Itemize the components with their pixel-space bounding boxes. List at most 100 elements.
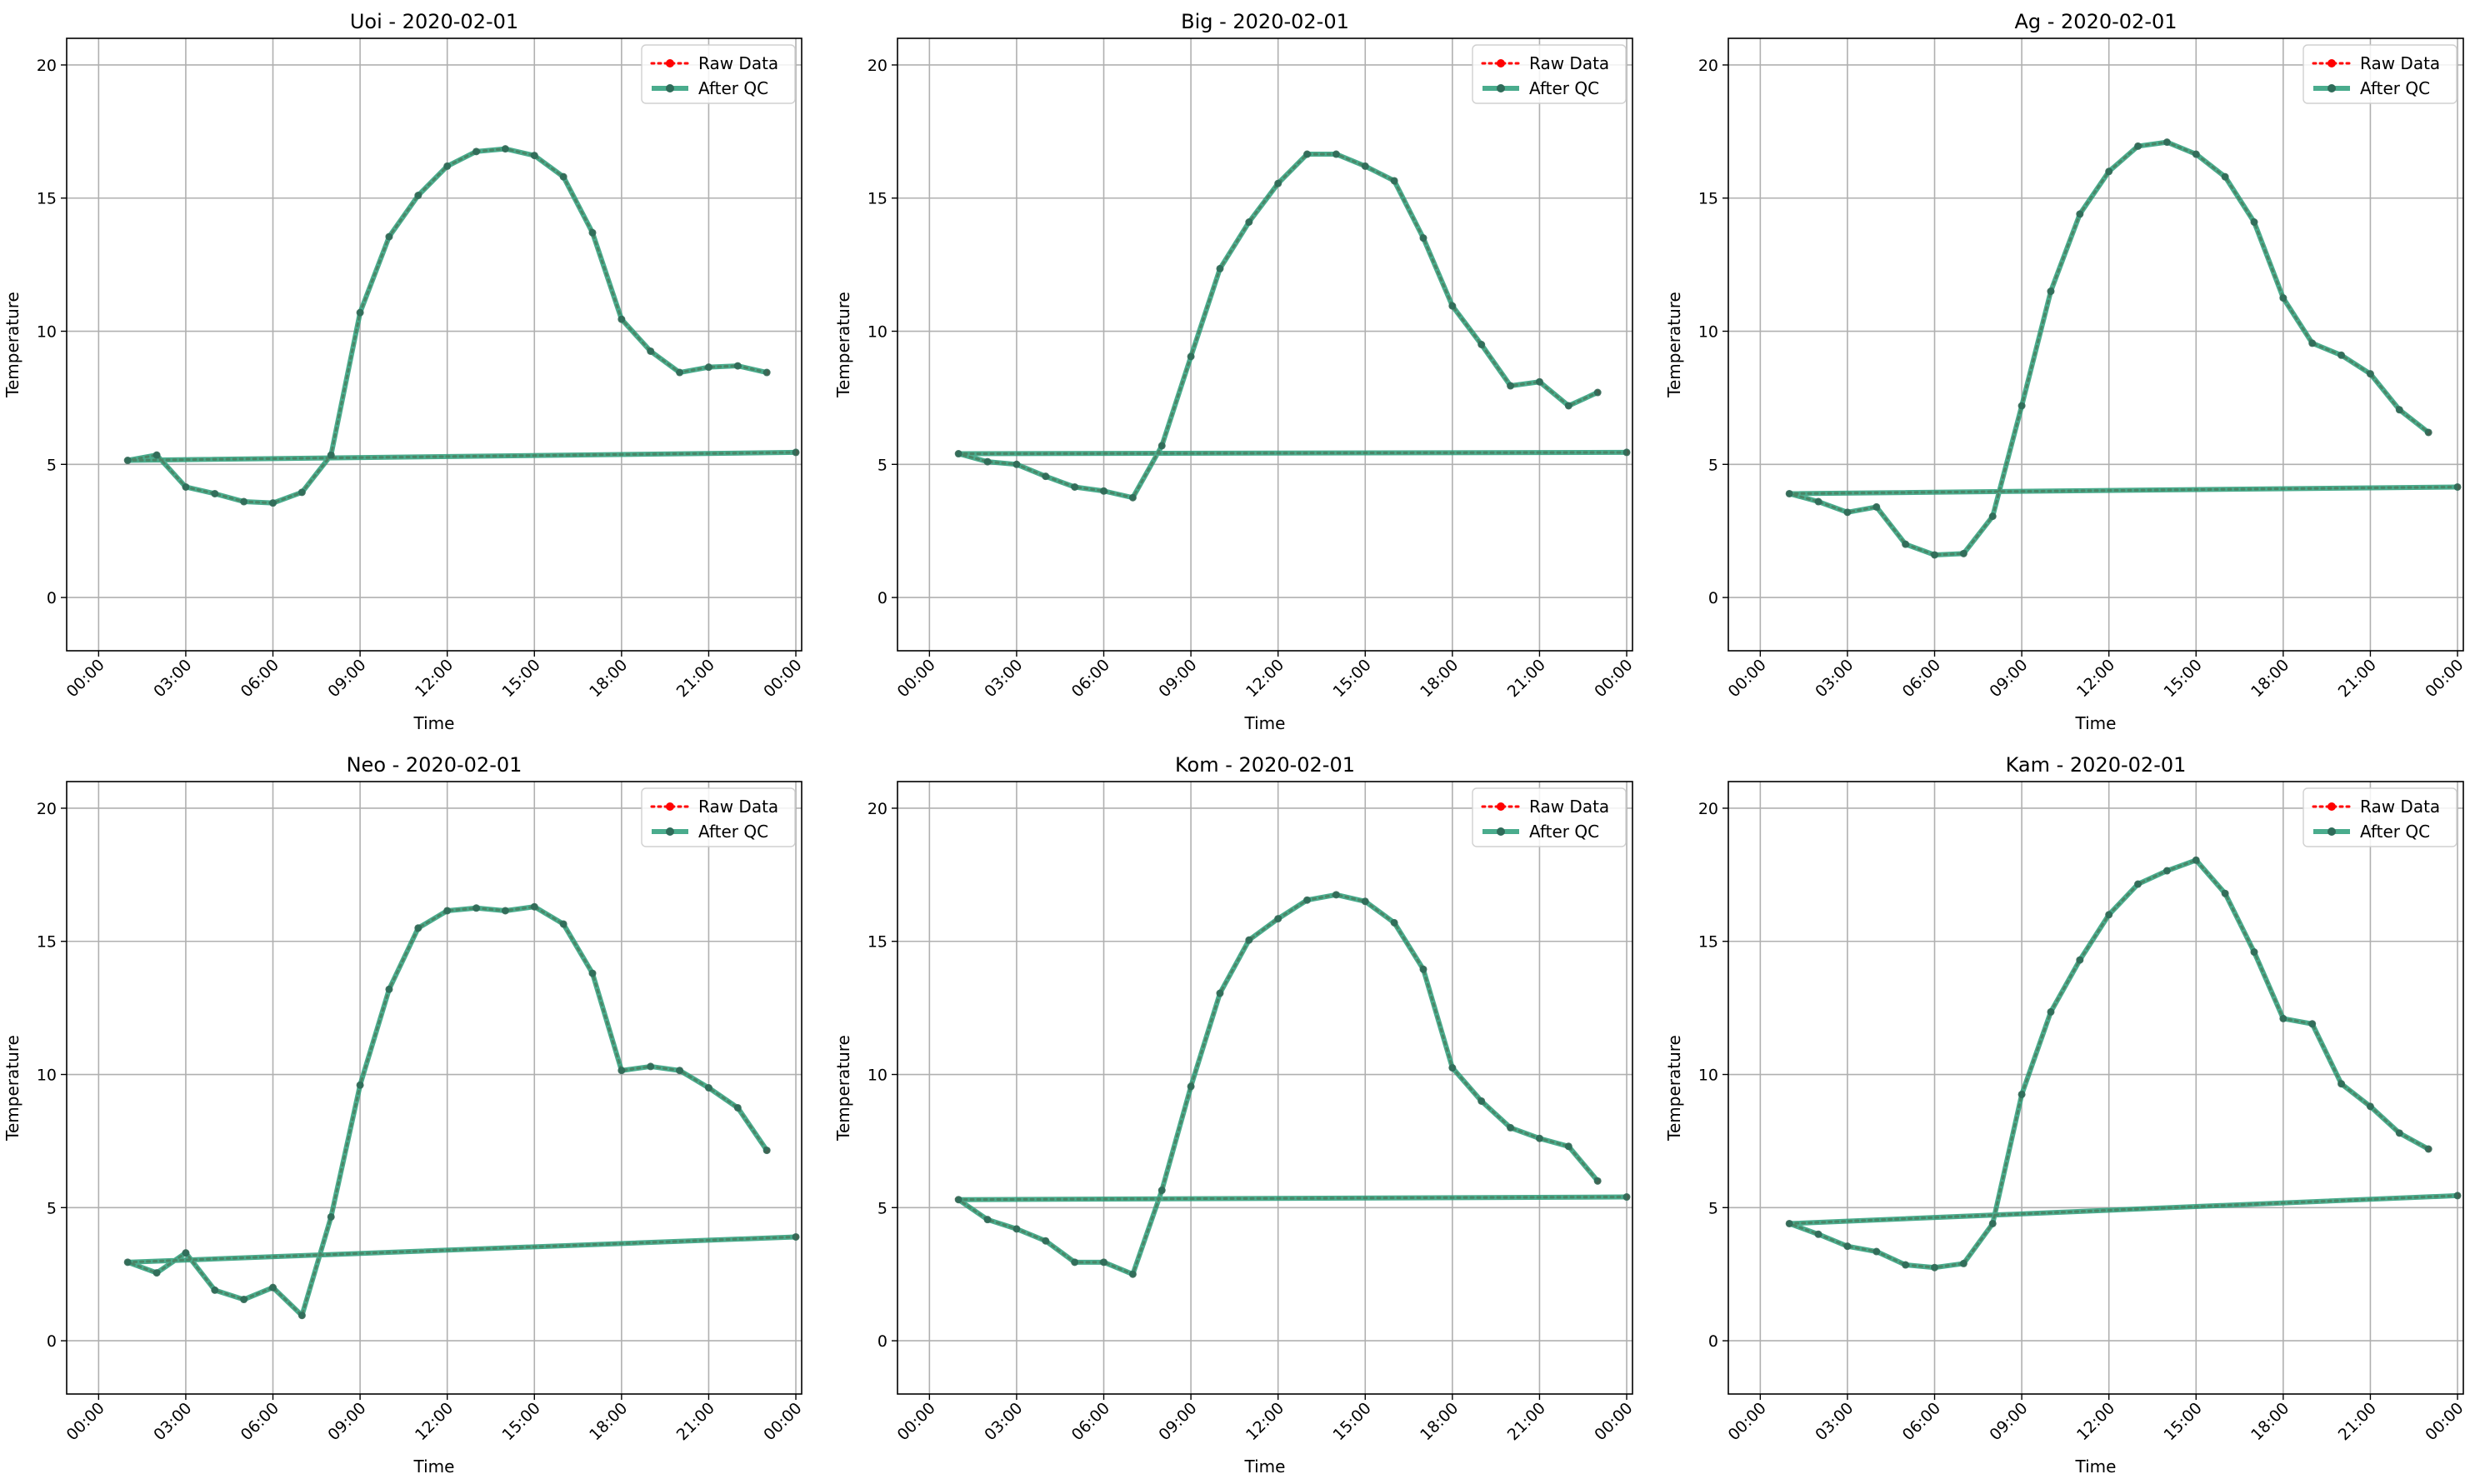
x-tick-label: 15:00 [2161,1399,2206,1444]
y-axis-label: Temperature [1664,1035,1684,1142]
data-point-after-qc [2105,167,2113,176]
axes-frame [1728,781,2464,1395]
x-tick-label: 00:00 [1725,1399,1770,1444]
x-tick-label: 21:00 [673,656,718,701]
x-tick-label: 03:00 [1812,656,1857,701]
data-point-after-qc [1843,1242,1852,1251]
x-tick-label: 00:00 [63,1399,108,1444]
x-tick-label: 00:00 [894,656,939,701]
series-line-after-qc [125,904,797,1318]
x-tick-label: 00:00 [1725,656,1770,701]
legend-marker-after-qc [666,84,674,92]
x-axis-label: Time [1244,1457,1286,1477]
data-point-after-qc [2105,911,2113,919]
series-line-after-qc [956,152,1628,501]
y-tick-label: 20 [37,57,57,75]
x-tick-label: 09:00 [1986,1399,2031,1444]
axes-frame [66,781,802,1395]
data-point-after-qc [123,1258,132,1267]
x-tick-label: 00:00 [760,1399,805,1444]
data-point-after-qc [1448,302,1457,310]
y-tick-label: 10 [868,1067,888,1085]
data-point-after-qc [1902,540,1910,548]
axes-frame [1728,37,2464,652]
legend-label-after-qc: After QC [1529,822,1599,842]
data-point-after-qc [2076,956,2084,964]
x-tick-label: 00:00 [1591,656,1636,701]
x-tick-label: 03:00 [150,1399,195,1444]
data-point-after-qc [559,172,568,181]
y-tick-label: 15 [868,190,888,208]
y-tick-label: 20 [868,57,888,75]
legend: Raw Data After QC [641,44,796,104]
data-point-after-qc [792,1232,800,1241]
y-tick-label: 15 [37,190,57,208]
x-tick-label: 12:00 [2073,656,2118,701]
x-axis-label: Time [2075,713,2117,733]
data-point-after-qc [2338,1080,2346,1088]
x-tick-label: 03:00 [981,1399,1026,1444]
data-point-after-qc [1419,234,1428,242]
data-point-after-qc [1128,1270,1137,1278]
x-tick-label: 00:00 [63,656,108,701]
data-point-after-qc [443,907,452,915]
data-point-after-qc [414,924,422,932]
data-point-after-qc [2338,351,2346,359]
x-tick-label: 18:00 [2248,656,2292,701]
x-tick-label: 00:00 [1591,1399,1636,1444]
data-point-after-qc [530,152,538,160]
data-point-after-qc [1931,1263,1939,1272]
data-point-after-qc [472,147,481,156]
legend-label-raw-data: Raw Data [2360,797,2440,817]
data-point-after-qc [356,308,364,317]
data-point-after-qc [1622,448,1631,457]
legend-marker-after-qc [1497,84,1505,92]
data-point-after-qc [2308,339,2317,347]
chart-title: Big - 2020-02-01 [1181,10,1349,33]
data-point-after-qc [2221,889,2229,897]
legend: Raw Data After QC [1472,787,1627,847]
y-axis-label: Temperature [833,1035,853,1142]
data-point-after-qc [983,1216,992,1224]
data-point-after-qc [1390,918,1398,927]
data-point-after-qc [269,499,278,507]
data-point-after-qc [2395,406,2403,414]
data-point-after-qc [211,1286,219,1294]
y-tick-label: 20 [868,800,888,818]
chart-title: Neo - 2020-02-01 [347,753,522,777]
data-point-after-qc [327,451,335,459]
chart-title: Ag - 2020-02-01 [2014,10,2177,33]
data-point-after-qc [954,1196,962,1204]
data-point-after-qc [240,1296,248,1304]
data-point-after-qc [1071,1258,1079,1267]
data-point-after-qc [2250,218,2258,226]
x-tick-label: 21:00 [673,1399,718,1444]
data-point-after-qc [1507,382,1515,390]
data-point-after-qc [1931,551,1939,559]
y-tick-label: 10 [37,323,57,342]
y-tick-label: 10 [1698,1067,1718,1085]
y-tick-label: 15 [37,933,57,952]
y-tick-label: 5 [878,456,888,474]
data-point-after-qc [1564,1142,1572,1151]
data-point-after-qc [1814,497,1822,506]
axes-frame [66,37,802,652]
legend-label-after-qc: After QC [1529,78,1599,98]
x-tick-label: 03:00 [150,656,195,701]
data-point-after-qc [2424,1145,2432,1153]
data-point-after-qc [1785,1219,1793,1227]
data-point-after-qc [647,347,655,355]
y-tick-label: 20 [1698,800,1718,818]
legend-marker-raw-data [2328,59,2336,67]
legend-marker-raw-data [1497,802,1505,811]
legend-label-raw-data: Raw Data [1529,797,1609,817]
axes-frame [897,781,1633,1395]
y-tick-label: 5 [47,456,57,474]
data-point-after-qc [414,192,422,200]
legend-marker-after-qc [2328,827,2336,836]
x-axis-label: Time [413,713,455,733]
data-point-after-qc [2162,138,2171,147]
data-point-after-qc [2162,867,2171,875]
data-point-after-qc [1274,179,1282,187]
x-tick-label: 09:00 [1155,656,1200,701]
